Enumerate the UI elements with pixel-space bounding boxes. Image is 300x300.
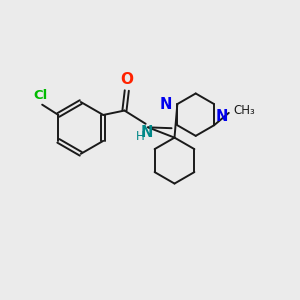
Text: O: O <box>120 72 133 87</box>
Text: Cl: Cl <box>34 89 48 102</box>
Text: N: N <box>160 97 172 112</box>
Text: N: N <box>215 109 228 124</box>
Text: H: H <box>135 130 144 143</box>
Text: N: N <box>141 125 153 140</box>
Text: CH₃: CH₃ <box>233 104 255 117</box>
